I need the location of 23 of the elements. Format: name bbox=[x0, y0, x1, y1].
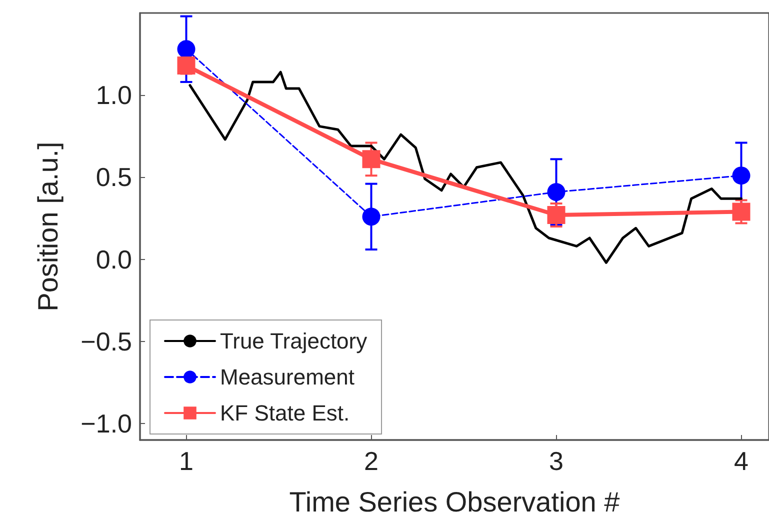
y-tick-label: −1.0 bbox=[80, 408, 132, 439]
y-tick-label: 0.0 bbox=[96, 244, 132, 274]
x-tick-label: 1 bbox=[179, 446, 194, 476]
point bbox=[177, 40, 196, 58]
x-axis-title: Time Series Observation # bbox=[289, 486, 620, 518]
x-tick-label: 2 bbox=[364, 446, 378, 476]
point bbox=[732, 166, 750, 185]
legend-label: True Trajectory bbox=[220, 328, 368, 354]
point bbox=[732, 202, 750, 221]
point bbox=[362, 150, 380, 168]
y-tick-label: 0.5 bbox=[96, 162, 132, 192]
legend-label: KF State Est. bbox=[220, 400, 350, 426]
line-series bbox=[188, 70, 742, 264]
point bbox=[362, 208, 380, 226]
legend-label: Measurement bbox=[220, 364, 355, 390]
point bbox=[547, 206, 566, 224]
x-tick-label: 3 bbox=[549, 446, 564, 476]
x-tick-label: 4 bbox=[734, 446, 748, 476]
point bbox=[547, 183, 566, 202]
y-tick-label: 1.0 bbox=[96, 80, 132, 110]
point bbox=[177, 56, 196, 75]
y-tick-label: −0.5 bbox=[80, 326, 132, 356]
y-axis-title: Position [a.u.] bbox=[32, 142, 64, 312]
